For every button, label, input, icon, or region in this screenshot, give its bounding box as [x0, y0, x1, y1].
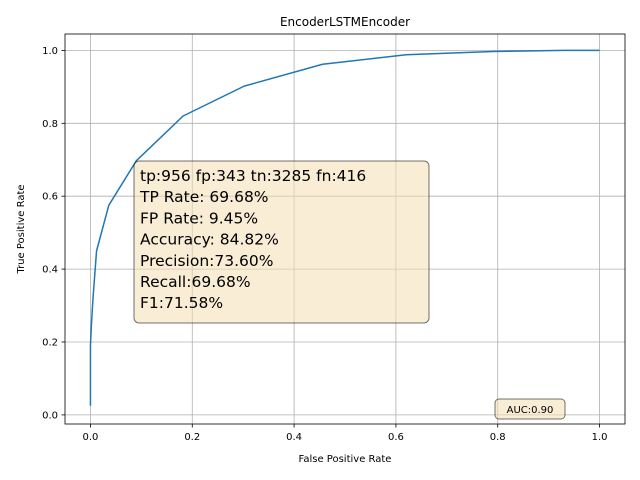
- stats-box-background: [133, 160, 430, 324]
- axes-frame: [64, 33, 626, 425]
- stats-line: Recall:69.68%: [140, 273, 251, 291]
- auc-box-background: [494, 398, 566, 420]
- stats-line: tp:956 fp:343 tn:3285 fn:416: [140, 167, 366, 185]
- y-tick-label: 0.8: [42, 119, 58, 130]
- series-layer: [89, 49, 600, 406]
- x-tick-label: 0.8: [490, 432, 506, 443]
- y-tick-label: 0.4: [42, 265, 58, 276]
- x-tick-label: 0.6: [388, 432, 404, 443]
- y-tick-label: 0.6: [42, 192, 58, 203]
- stats-line: Precision:73.60%: [140, 252, 273, 270]
- x-tick-label: 0.0: [83, 432, 99, 443]
- x-tick-label: 0.2: [184, 432, 200, 443]
- stats-line: F1:71.58%: [140, 294, 223, 312]
- roc-curve: [89, 49, 600, 406]
- x-axis-label: False Positive Rate: [299, 454, 392, 465]
- stats-line: TP Rate: 69.68%: [139, 188, 269, 206]
- stats-line: Accuracy: 84.82%: [140, 231, 279, 249]
- x-tick-label: 0.4: [286, 432, 302, 443]
- x-tick-label: 1.0: [592, 432, 608, 443]
- stats-line: FP Rate: 9.45%: [140, 209, 258, 227]
- y-tick-label: 0.0: [42, 410, 58, 421]
- y-tick-label: 0.2: [42, 337, 58, 348]
- ticks: 0.0 0.2 0.4 0.6 0.8 1.0 0.0 0.2 0.4 0.6 0.8 1.0: [42, 46, 607, 443]
- chart-title: EncoderLSTMEncoder: [280, 15, 410, 29]
- y-tick-label: 1.0: [42, 46, 58, 57]
- y-axis-label: True Positive Rate: [16, 184, 27, 274]
- stats-box: tp:956 fp:343 tn:3285 fn:416 TP Rate: 69.…: [133, 160, 430, 324]
- auc-box: AUC:0.90: [494, 398, 566, 420]
- auc-label: AUC:0.90: [507, 405, 554, 416]
